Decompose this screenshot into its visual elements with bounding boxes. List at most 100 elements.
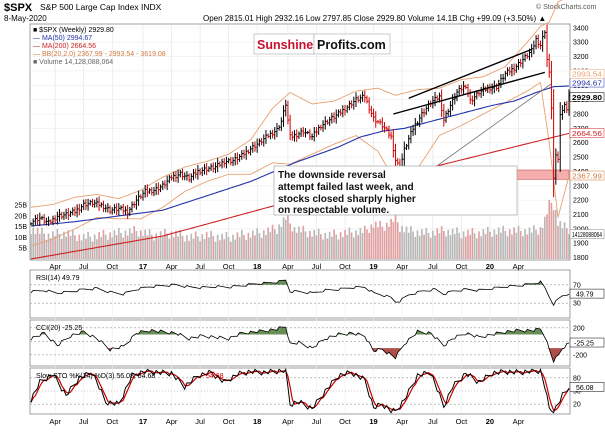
annotation-line-1: The downside reversal [278,170,386,181]
price-panel-frame [29,23,571,261]
volume-bar [322,239,324,259]
trend-channel [393,48,546,115]
volume-bar [456,227,458,259]
volume-bar [142,236,144,259]
rsi-label: RSI(14) 49.79 [36,275,80,282]
volume-bar [210,230,212,259]
volume-bar [186,235,188,259]
volume-bar [489,231,491,259]
volume-bar [170,231,173,259]
volume-bar [102,229,105,259]
volume-bar [350,232,353,259]
volume-bar [177,236,179,259]
x-tick-label: Jul [195,417,205,426]
volume-bar [432,230,434,259]
volume-bar [166,233,168,259]
volume-bar [188,240,190,259]
volume-bar [434,235,436,259]
volume-bar [100,237,103,259]
volume-bar [98,232,100,259]
volume-bar [120,232,122,259]
volume-bar [205,231,208,259]
volume-bar [256,228,259,259]
volume-bar [122,237,125,259]
price-tick-label: 2300 [573,183,589,190]
x-tick-label: Oct [339,417,352,426]
volume-bar [148,229,151,259]
x-tick-label: 19 [369,417,377,426]
volume-bar [300,232,302,259]
volume-bar [539,227,542,259]
volume-bar [190,233,193,259]
annotation-line-2: attempt failed last week, and [278,182,414,193]
volume-bar [335,234,338,259]
rsi-tick-label: 30 [573,301,581,308]
volume-bar [361,232,364,259]
volume-bar [355,230,357,259]
volume-bar [135,230,138,259]
volume-value-tag: 14128088064 [572,232,602,239]
x-tick-label: Apr [166,417,178,426]
price-tick-label: 1800 [573,255,589,262]
volume-tick-label: 10B [15,235,28,242]
volume-bar [144,229,147,259]
volume-bar [74,235,76,259]
volume-bar [526,234,529,259]
x-tick-label: Apr [513,262,525,271]
price-bars [30,24,571,227]
price-tick-label: 2100 [573,212,589,219]
volume-bar [232,234,234,259]
volume-bar [45,239,48,259]
index-name: S&P 500 Large Cap Index INDX [40,2,162,12]
volume-bar [410,226,412,259]
volume-bar [164,228,166,259]
volume-bar [82,233,85,259]
volume-bar [515,232,518,259]
bb-lower-line [30,81,570,247]
volume-bar [480,236,482,259]
volume-bar [76,240,78,259]
x-tick-label: Oct [223,417,236,426]
volume-bar [377,227,379,259]
volume-bar [276,233,278,259]
volume-bar [157,238,160,259]
volume-bar [243,235,245,259]
volume-bar [528,227,531,259]
volume-bar [568,233,570,259]
volume-bar [328,231,331,259]
cci-panel-frame [29,319,571,367]
volume-bar [161,235,164,259]
volume-bar [67,230,70,259]
volume-bar [317,228,320,259]
legend-price: ■ $SPX (Weekly) 2929.80 [33,27,114,34]
sto-tick-label: 80 [573,375,581,382]
volume-bar [306,237,309,259]
volume-bar [192,238,195,259]
volume-bar [179,230,182,259]
volume-bar [291,231,294,259]
volume-bar [115,235,118,259]
volume-bar [473,233,476,259]
price-tick-label: 1900 [573,241,589,248]
volume-bar [453,234,456,259]
volume-bar [41,227,43,259]
x-tick-label: Jul [195,262,205,271]
volume-bar [214,241,217,259]
volume-bar [559,221,562,259]
volume-bar [530,232,533,259]
volume-bar [30,233,32,259]
volume-bar [451,228,454,259]
x-tick-label: 18 [253,262,261,271]
volume-bar [32,227,35,259]
volume-bar [273,229,276,259]
x-tick-label: Apr [49,417,61,426]
volume-bar [212,236,215,259]
volume-bar [502,225,504,259]
volume-bar [508,229,511,259]
volume-bar [155,233,157,259]
volume-bar [460,238,463,259]
volume-bar [405,226,408,259]
logo-sunshine: Sunshine [257,38,313,52]
volume-bar [522,236,524,259]
volume-bar [87,231,89,259]
